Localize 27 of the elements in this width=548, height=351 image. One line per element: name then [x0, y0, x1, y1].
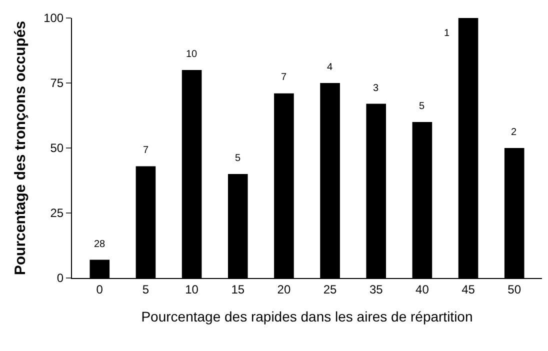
x-tick-label: 15 — [231, 282, 245, 296]
annotation: 7 — [143, 145, 149, 156]
x-tick-label: 25 — [323, 282, 338, 296]
annotation: 2 — [511, 127, 517, 138]
annotation: 4 — [327, 62, 333, 73]
x-tick-label: 35 — [369, 282, 384, 296]
annotation: 3 — [373, 83, 379, 94]
annotation: 10 — [186, 49, 198, 60]
annotation: 5 — [419, 101, 425, 112]
y-tick-label: 100 — [44, 11, 64, 26]
y-tick-label: 50 — [50, 141, 64, 156]
x-axis-title: Pourcentage des rapides dans les aires de répartition — [141, 308, 473, 325]
x-tick-label: 50 — [508, 282, 522, 296]
annotation: 28 — [94, 239, 106, 250]
x-tick-label: 10 — [185, 282, 199, 296]
annotation: 7 — [281, 72, 287, 83]
y-tick-label: 75 — [50, 76, 64, 90]
x-tick-label: 45 — [462, 282, 476, 296]
annotation: 5 — [235, 153, 241, 164]
annotation: 1 — [444, 28, 450, 39]
x-tick-label: 0 — [96, 282, 104, 296]
y-tick-label: 25 — [50, 206, 64, 220]
x-tick-label: 20 — [277, 282, 291, 296]
y-axis-title: Pourcentage des tronçons occupés — [12, 20, 29, 276]
x-tick-label: 40 — [416, 282, 430, 296]
y-tick-label: 0 — [56, 271, 64, 286]
x-tick-label: 5 — [142, 282, 150, 296]
